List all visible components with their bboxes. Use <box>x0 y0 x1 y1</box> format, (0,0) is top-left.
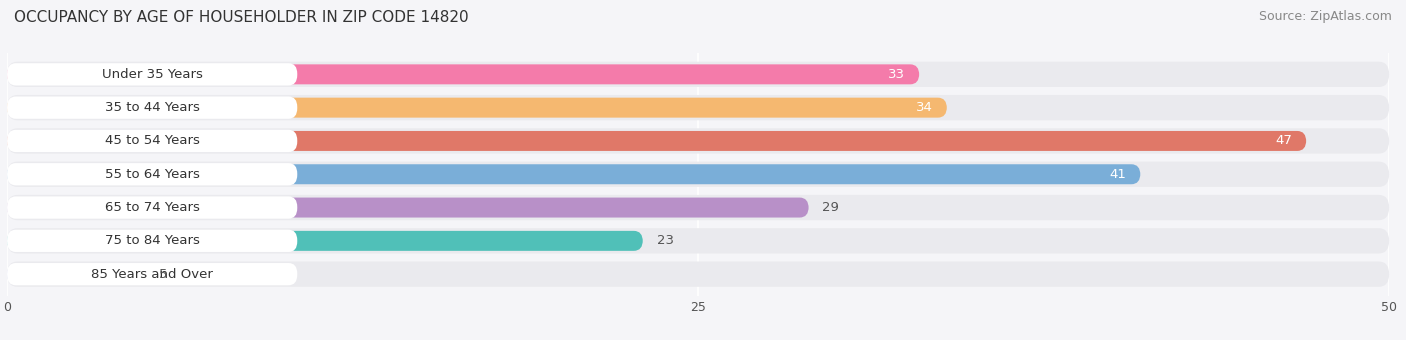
Text: 47: 47 <box>1275 134 1292 148</box>
FancyBboxPatch shape <box>7 95 1389 120</box>
Text: 65 to 74 Years: 65 to 74 Years <box>104 201 200 214</box>
Text: 85 Years and Over: 85 Years and Over <box>91 268 214 280</box>
Text: OCCUPANCY BY AGE OF HOUSEHOLDER IN ZIP CODE 14820: OCCUPANCY BY AGE OF HOUSEHOLDER IN ZIP C… <box>14 10 468 25</box>
FancyBboxPatch shape <box>7 64 920 84</box>
FancyBboxPatch shape <box>7 162 1389 187</box>
FancyBboxPatch shape <box>7 163 297 185</box>
FancyBboxPatch shape <box>7 128 1389 154</box>
Text: 23: 23 <box>657 234 673 248</box>
Text: 75 to 84 Years: 75 to 84 Years <box>104 234 200 248</box>
FancyBboxPatch shape <box>7 261 1389 287</box>
FancyBboxPatch shape <box>7 263 297 285</box>
FancyBboxPatch shape <box>7 231 643 251</box>
Text: 55 to 64 Years: 55 to 64 Years <box>104 168 200 181</box>
FancyBboxPatch shape <box>7 195 1389 220</box>
Text: 29: 29 <box>823 201 839 214</box>
FancyBboxPatch shape <box>7 228 1389 254</box>
Text: 35 to 44 Years: 35 to 44 Years <box>104 101 200 114</box>
FancyBboxPatch shape <box>7 131 1306 151</box>
FancyBboxPatch shape <box>7 230 297 252</box>
Text: 33: 33 <box>889 68 905 81</box>
FancyBboxPatch shape <box>7 97 297 119</box>
Text: 45 to 54 Years: 45 to 54 Years <box>104 134 200 148</box>
Text: 41: 41 <box>1109 168 1126 181</box>
FancyBboxPatch shape <box>7 198 808 218</box>
Text: 5: 5 <box>159 268 167 280</box>
FancyBboxPatch shape <box>7 63 297 85</box>
Text: Under 35 Years: Under 35 Years <box>101 68 202 81</box>
FancyBboxPatch shape <box>7 130 297 152</box>
FancyBboxPatch shape <box>7 98 946 118</box>
FancyBboxPatch shape <box>7 197 297 219</box>
Text: Source: ZipAtlas.com: Source: ZipAtlas.com <box>1258 10 1392 23</box>
FancyBboxPatch shape <box>7 264 145 284</box>
Text: 34: 34 <box>917 101 934 114</box>
FancyBboxPatch shape <box>7 62 1389 87</box>
FancyBboxPatch shape <box>7 164 1140 184</box>
